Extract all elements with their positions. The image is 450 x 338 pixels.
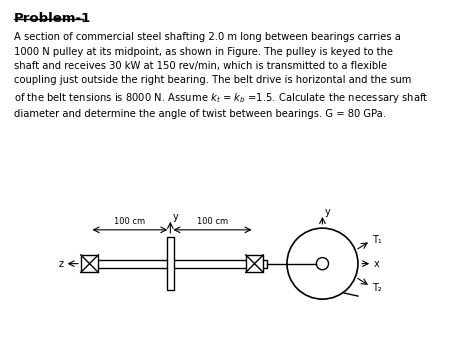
Bar [81,255,99,272]
Text: y: y [325,207,331,217]
Bar [166,237,174,290]
Text: x: x [374,259,380,269]
Text: Problem-1: Problem-1 [14,12,91,25]
Bar [89,260,267,268]
Text: y: y [173,212,179,222]
Bar [246,255,263,272]
Text: z: z [58,259,63,269]
Text: T₁: T₁ [372,235,382,244]
Text: 100 cm: 100 cm [114,217,145,226]
Text: T₂: T₂ [372,283,382,293]
Text: 100 cm: 100 cm [197,217,228,226]
Text: A section of commercial steel shafting 2.0 m long between bearings carries a
100: A section of commercial steel shafting 2… [14,32,428,119]
